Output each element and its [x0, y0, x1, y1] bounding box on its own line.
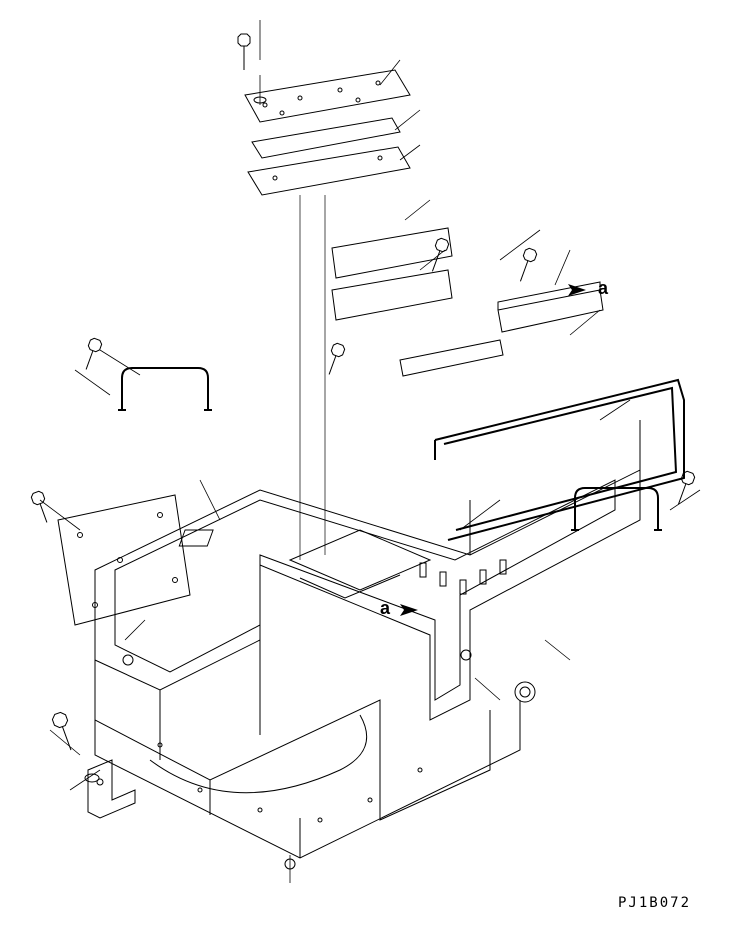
left-handle	[118, 368, 212, 410]
drawing-id-label: PJ1B072	[618, 895, 691, 911]
top-cover-plate-lower	[248, 147, 410, 195]
bolt-icon	[238, 34, 250, 70]
right-small-plate	[400, 340, 503, 376]
side-cover-upper	[332, 228, 452, 278]
mounting-bracket	[88, 760, 135, 818]
leader-lines	[40, 20, 700, 883]
main-frame	[95, 420, 640, 858]
bolt-icon	[323, 342, 345, 376]
exploded-diagram	[0, 0, 746, 925]
right-bracket-cover	[498, 282, 603, 332]
bolts-group	[30, 34, 695, 752]
top-gasket	[252, 118, 400, 158]
right-handle	[571, 488, 662, 530]
reference-letter: a	[380, 598, 390, 619]
left-access-cover	[58, 495, 190, 625]
side-cover-lower	[332, 270, 452, 320]
seal-frame	[435, 380, 684, 540]
bolt-icon	[51, 711, 77, 752]
bolt-icon	[515, 247, 538, 283]
bolt-icon	[80, 337, 102, 371]
reference-letter: a	[598, 278, 608, 299]
alignment-lines	[300, 195, 325, 560]
washers-group	[85, 97, 535, 869]
section-arrow-icon	[400, 604, 418, 616]
